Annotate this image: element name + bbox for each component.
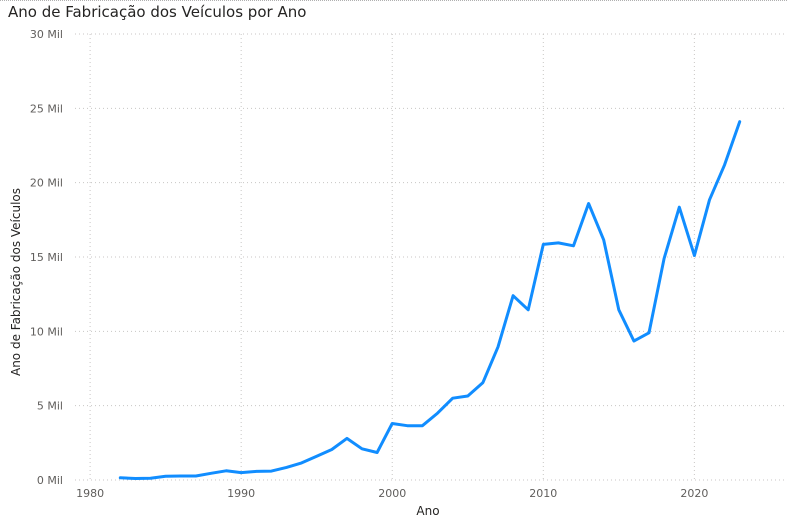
data-point[interactable] — [434, 409, 442, 417]
data-point[interactable] — [660, 254, 668, 262]
data-point[interactable] — [328, 446, 336, 454]
data-point[interactable] — [570, 242, 578, 250]
data-point[interactable] — [509, 292, 517, 300]
data-point[interactable] — [358, 445, 366, 453]
data-point[interactable] — [585, 199, 593, 207]
y-tick-label: 0 Mil — [37, 474, 63, 487]
data-point[interactable] — [222, 467, 230, 475]
data-point[interactable] — [116, 474, 124, 482]
x-tick-label: 1990 — [227, 487, 255, 500]
data-point[interactable] — [147, 474, 155, 482]
series-line[interactable] — [118, 120, 742, 480]
data-point[interactable] — [554, 239, 562, 247]
y-tick-label: 15 Mil — [30, 251, 63, 264]
x-axis-title: Ano — [416, 504, 439, 518]
y-tick-label: 5 Mil — [37, 400, 63, 413]
data-point[interactable] — [630, 337, 638, 345]
data-point[interactable] — [494, 343, 502, 351]
data-point[interactable] — [403, 422, 411, 430]
data-point[interactable] — [131, 475, 139, 483]
tick-layer: 0 Mil 5 Mil 10 Mil 15 Mil 20 Mil 25 Mil 30 Mil… — [30, 28, 708, 500]
y-axis-title: Ano de Fabricação dos Veículos — [9, 188, 23, 376]
y-tick-label: 30 Mil — [30, 28, 63, 41]
data-point[interactable] — [252, 467, 260, 475]
data-point[interactable] — [162, 472, 170, 480]
data-point[interactable] — [705, 196, 713, 204]
data-point[interactable] — [418, 422, 426, 430]
data-point[interactable] — [207, 469, 215, 477]
data-point[interactable] — [282, 463, 290, 471]
data-point[interactable] — [675, 203, 683, 211]
data-point[interactable] — [615, 306, 623, 314]
data-point[interactable] — [388, 420, 396, 428]
series-layer — [116, 118, 744, 483]
data-point[interactable] — [313, 452, 321, 460]
data-point[interactable] — [721, 161, 729, 169]
top-border — [0, 0, 787, 1]
data-point[interactable] — [600, 236, 608, 244]
data-point[interactable] — [736, 118, 744, 126]
x-tick-label: 2010 — [529, 487, 557, 500]
grid-layer — [75, 33, 785, 481]
data-point[interactable] — [298, 459, 306, 467]
data-point[interactable] — [464, 392, 472, 400]
x-tick-label: 2000 — [378, 487, 406, 500]
data-point[interactable] — [373, 448, 381, 456]
x-tick-label: 2020 — [680, 487, 708, 500]
data-point[interactable] — [539, 240, 547, 248]
x-tick-label: 1980 — [76, 487, 104, 500]
y-tick-label: 10 Mil — [30, 325, 63, 338]
data-point[interactable] — [177, 472, 185, 480]
data-point[interactable] — [449, 394, 457, 402]
y-tick-label: 20 Mil — [30, 177, 63, 190]
data-point[interactable] — [237, 469, 245, 477]
data-point[interactable] — [267, 467, 275, 475]
chart-title: Ano de Fabricação dos Veículos por Ano — [8, 3, 307, 21]
data-point[interactable] — [524, 306, 532, 314]
data-point[interactable] — [192, 472, 200, 480]
y-tick-label: 25 Mil — [30, 102, 63, 115]
data-point[interactable] — [479, 379, 487, 387]
data-point[interactable] — [343, 434, 351, 442]
data-point[interactable] — [690, 252, 698, 260]
data-point[interactable] — [645, 329, 653, 337]
